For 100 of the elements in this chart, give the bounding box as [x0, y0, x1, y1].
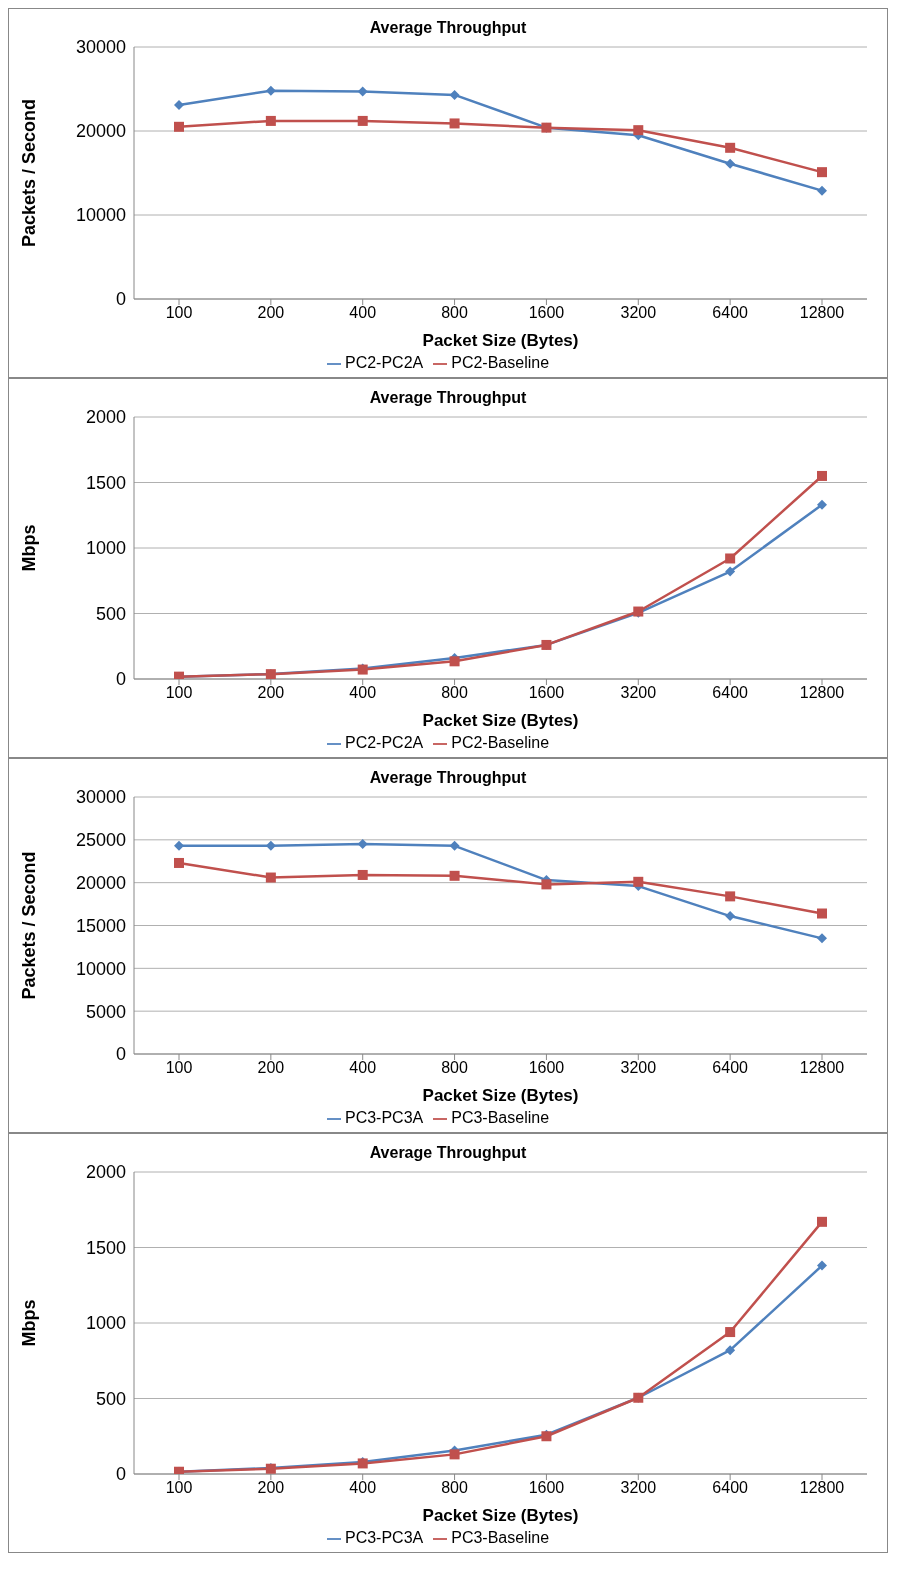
y-tick-label: 0	[115, 1464, 126, 1485]
x-tick-label: 100	[165, 1059, 193, 1077]
point	[633, 876, 644, 887]
y-tick-label: 2000	[85, 407, 126, 428]
legend-label: PC3-Baseline	[451, 1529, 550, 1546]
point	[357, 839, 368, 850]
point	[357, 86, 368, 97]
point	[817, 470, 827, 481]
x-tick-label: 200	[257, 1059, 285, 1077]
x-tick-label: 200	[257, 1479, 285, 1497]
y-axis-title: Mbps	[19, 1299, 40, 1347]
y-tick-label: 500	[95, 603, 126, 624]
x-tick-label: 1600	[528, 1479, 565, 1497]
chart-title: Average Throughput	[368, 389, 528, 407]
point	[357, 869, 368, 880]
x-tick-label: 200	[257, 684, 285, 702]
y-tick-label: 15000	[75, 915, 126, 936]
y-axis-title: Packets / Second	[19, 98, 40, 248]
x-tick-label: 12800	[799, 304, 845, 322]
point	[174, 840, 184, 851]
x-tick-label: 12800	[799, 1479, 845, 1497]
x-tick-label: 3200	[620, 304, 657, 322]
x-tick-label: 1600	[528, 1059, 565, 1077]
y-tick-label: 2000	[85, 1162, 126, 1183]
y-tick-label: 10000	[75, 958, 126, 979]
y-tick-label: 1000	[85, 1313, 126, 1334]
x-tick-label: 3200	[620, 1479, 657, 1497]
point	[725, 553, 736, 564]
x-tick-label: 400	[349, 684, 377, 702]
y-tick-label: 5000	[85, 1001, 126, 1022]
x-tick-label: 800	[441, 684, 469, 702]
point	[817, 1260, 827, 1271]
point	[174, 121, 184, 132]
x-tick-label: 200	[257, 304, 285, 322]
chart-title: Average Throughput	[368, 769, 528, 787]
x-tick-label: 800	[441, 1059, 469, 1077]
y-tick-label: 0	[115, 1044, 126, 1065]
chart-title: Average Throughput	[368, 19, 528, 37]
x-tick-label: 1600	[528, 304, 565, 322]
point	[633, 125, 644, 136]
point	[449, 1449, 460, 1460]
x-axis-title: Packet Size (Bytes)	[422, 711, 579, 730]
chart-title: Average Throughput	[368, 1144, 528, 1162]
point	[541, 879, 552, 890]
point	[174, 99, 184, 110]
y-tick-label: 1500	[85, 1237, 126, 1258]
x-tick-label: 3200	[620, 684, 657, 702]
point	[725, 911, 736, 922]
legend-label: PC2-PC2A	[344, 354, 424, 371]
legend-label: PC3-PC3A	[344, 1109, 424, 1126]
point	[725, 158, 736, 169]
point	[725, 891, 736, 902]
y-tick-label: 30000	[75, 787, 126, 808]
x-tick-label: 800	[441, 304, 469, 322]
x-axis-title: Packet Size (Bytes)	[422, 1506, 579, 1525]
point	[817, 933, 827, 944]
point	[817, 185, 827, 196]
point	[725, 1327, 736, 1338]
point	[265, 840, 276, 851]
point	[817, 908, 827, 919]
point	[357, 115, 368, 126]
point	[449, 118, 460, 129]
x-tick-label: 800	[441, 1479, 469, 1497]
y-tick-label: 25000	[75, 830, 126, 851]
x-tick-label: 400	[349, 1059, 377, 1077]
x-tick-label: 6400	[712, 684, 749, 702]
y-tick-label: 500	[95, 1388, 126, 1409]
y-tick-label: 10000	[75, 205, 126, 226]
y-tick-label: 30000	[75, 37, 126, 58]
point	[449, 840, 460, 851]
x-tick-label: 100	[165, 304, 193, 322]
y-axis-title: Mbps	[19, 524, 40, 572]
y-tick-label: 20000	[75, 121, 126, 142]
point	[725, 566, 736, 577]
x-tick-label: 3200	[620, 1059, 657, 1077]
x-tick-label: 6400	[712, 1059, 749, 1077]
y-tick-label: 0	[115, 289, 126, 310]
point	[817, 1216, 827, 1227]
legend-label: PC3-Baseline	[451, 1109, 550, 1126]
x-tick-label: 12800	[799, 684, 845, 702]
y-axis-title: Packets / Second	[19, 851, 40, 1000]
point	[265, 872, 276, 883]
legend-label: PC3-PC3A	[344, 1529, 424, 1546]
x-tick-label: 100	[165, 684, 193, 702]
x-tick-label: 6400	[712, 1479, 749, 1497]
point	[725, 142, 736, 153]
x-axis-title: Packet Size (Bytes)	[422, 331, 579, 350]
x-tick-label: 100	[165, 1479, 193, 1497]
x-tick-label: 6400	[712, 304, 749, 322]
point	[265, 115, 276, 126]
y-tick-label: 0	[115, 669, 126, 690]
x-tick-label: 1600	[528, 684, 565, 702]
point	[817, 499, 827, 510]
point	[449, 870, 460, 881]
y-tick-label: 20000	[75, 873, 126, 894]
x-axis-title: Packet Size (Bytes)	[422, 1086, 579, 1105]
legend-label: PC2-PC2A	[344, 734, 424, 751]
y-tick-label: 1000	[85, 538, 126, 559]
y-tick-label: 1500	[85, 472, 126, 493]
x-tick-label: 400	[349, 1479, 377, 1497]
